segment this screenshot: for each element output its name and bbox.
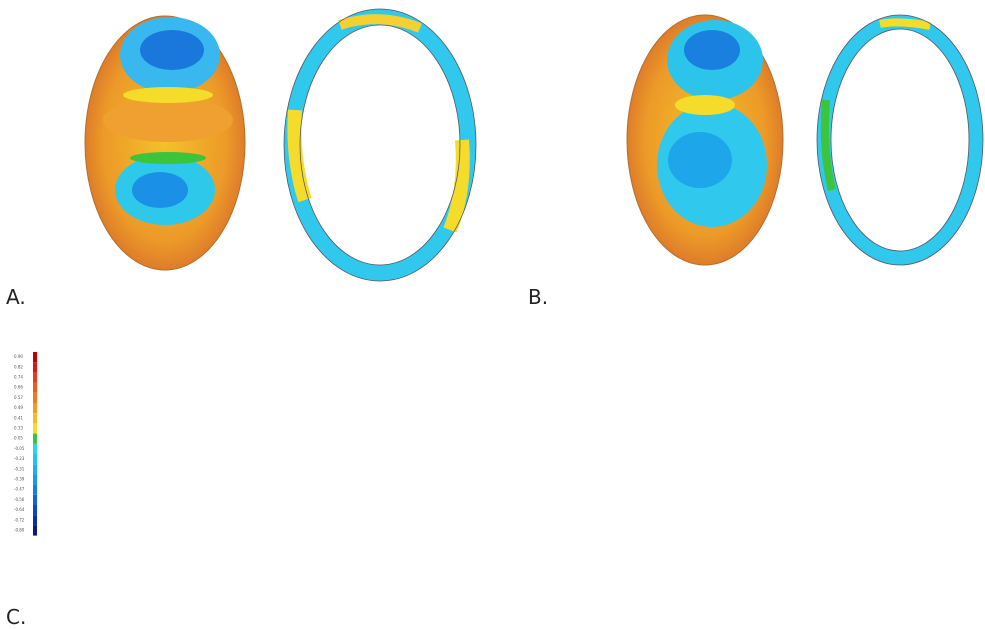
colorbar-swatch [33, 494, 37, 505]
colorbar-swatch [33, 443, 37, 454]
colorbar-swatch [33, 403, 37, 414]
panel-label: B. [528, 285, 548, 309]
colorbar-swatch [33, 392, 37, 403]
colorbar-swatch [33, 413, 37, 424]
panel-b-ring [816, 14, 984, 266]
colorbar-swatch [33, 433, 37, 444]
colorbar-label: -0.47 [14, 487, 25, 492]
panel-b-surface [626, 14, 784, 266]
colorbar-label: -0.23 [14, 456, 25, 461]
colorbar-label: -0.56 [14, 497, 25, 502]
colorbar-label: 0.82 [14, 364, 23, 369]
colorbar-label: 0.33 [14, 426, 23, 431]
colorbar-label: -0.64 [14, 507, 25, 512]
colorbar-label: 0.05 [14, 436, 23, 441]
colorbar-swatch [33, 464, 37, 475]
colorbar-swatch [33, 423, 37, 434]
colorbar-swatch [33, 484, 37, 495]
panel-label: A. [6, 285, 26, 309]
colorbar-label: 0.90 [14, 354, 23, 359]
colorbar-label: -0.31 [14, 466, 25, 471]
colorbar-swatch [33, 372, 37, 383]
colorbar-swatch [33, 525, 37, 536]
colorbar-label: 0.57 [14, 395, 23, 400]
panel-a-ring [283, 8, 477, 282]
colorbar-swatch [33, 352, 37, 363]
panel-label: C. [6, 605, 26, 629]
colorbar-label: -0.72 [14, 517, 25, 522]
panel-a-surface [84, 15, 246, 271]
colorbar-label: 0.41 [14, 415, 23, 420]
colorbar-label: -0.80 [14, 528, 25, 533]
colorbar-label: -0.39 [14, 477, 25, 482]
colorbar-label: 0.66 [14, 385, 23, 390]
colorbar-swatch [33, 505, 37, 516]
colorbar-swatch [33, 474, 37, 485]
colorbar-label: 0.74 [14, 375, 23, 380]
colorbar-swatch [33, 454, 37, 465]
colorbar-label: 0.49 [14, 405, 23, 410]
colorbar-label: -0.05 [14, 446, 25, 451]
colorbar-swatch [33, 362, 37, 373]
colorbar-swatch [33, 382, 37, 393]
colorbar: 0.90 0.82 0.74 0.66 0.57 0.49 0.41 0.33 0.05 -0.0… [14, 352, 37, 536]
colorbar-swatch [33, 515, 37, 526]
